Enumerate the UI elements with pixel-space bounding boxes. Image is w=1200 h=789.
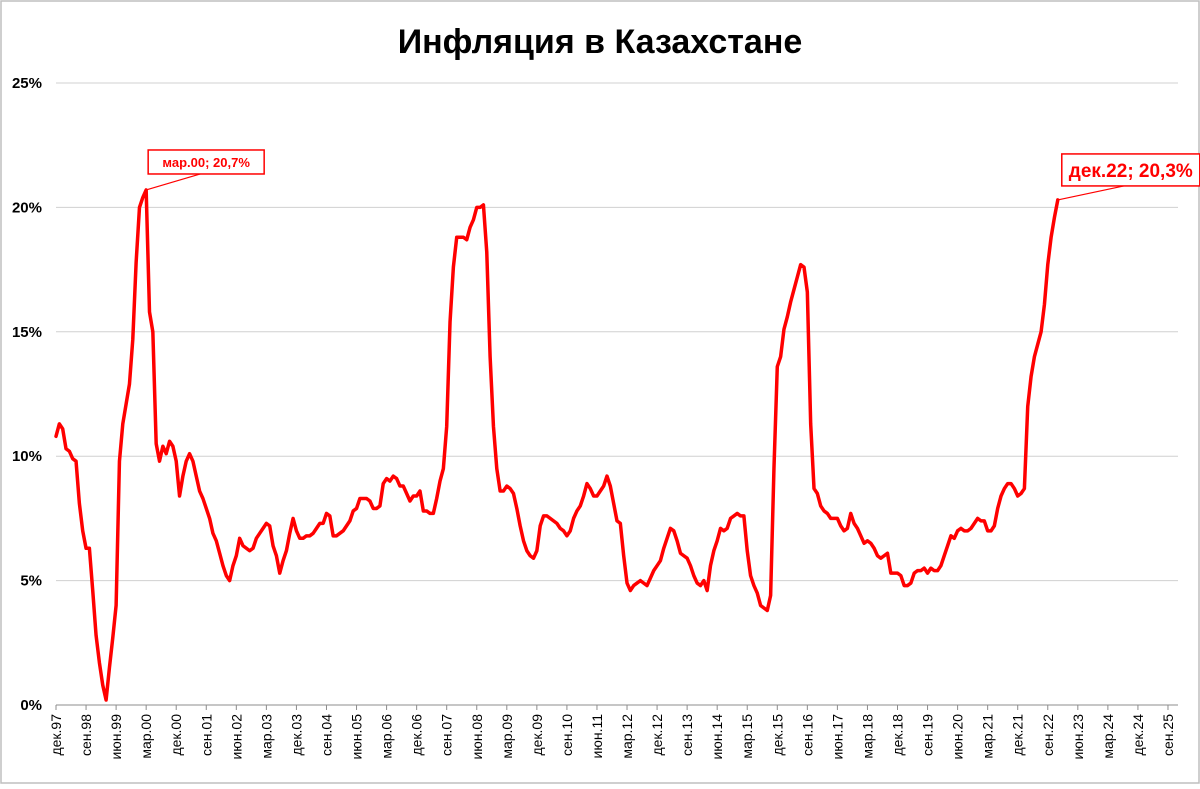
- y-tick-label: 0%: [20, 697, 42, 714]
- y-tick-label: 25%: [12, 75, 42, 92]
- inflation-series-line: [54, 188, 1060, 702]
- data-callout: дек.22; 20,3%: [1057, 153, 1200, 201]
- x-tick-label: дек.00: [168, 714, 184, 756]
- x-axis-ticks: дек.97 сен.98 июн.99 мар.00 дек.00 сен.01 июн.…: [48, 705, 1176, 760]
- x-tick-label: мар.21: [980, 714, 996, 759]
- x-tick-label: дек.18: [890, 714, 906, 756]
- x-tick-label: сен.19: [920, 714, 936, 756]
- callout-label: дек.22; 20,3%: [1069, 161, 1193, 182]
- x-tick-label: дек.06: [409, 714, 425, 756]
- x-tick-label: сен.98: [78, 714, 94, 756]
- x-tick-label: дек.97: [48, 714, 64, 756]
- y-axis-ticks: 0% 5% 10% 15% 20% 25%: [12, 75, 42, 714]
- x-tick-label: сен.22: [1040, 714, 1056, 756]
- gridlines: [56, 82, 1178, 582]
- x-tick-label: июн.11: [589, 714, 605, 759]
- y-tick-label: 10%: [12, 448, 42, 465]
- x-tick-label: мар.00: [138, 714, 154, 759]
- x-tick-label: дек.12: [649, 714, 665, 756]
- x-tick-label: мар.06: [379, 714, 395, 759]
- x-tick-label: июн.17: [829, 714, 845, 760]
- callout-box: [147, 149, 265, 175]
- callout-leader-line: [145, 173, 201, 191]
- x-tick-label: сен.16: [799, 714, 815, 756]
- x-tick-label: дек.15: [769, 714, 785, 756]
- x-tick-label: сен.25: [1160, 714, 1176, 756]
- data-callout: мар.00; 20,7%: [145, 149, 265, 191]
- x-tick-label: июн.20: [950, 714, 966, 760]
- x-tick-label: июн.14: [709, 714, 725, 760]
- x-tick-label: июн.99: [108, 714, 124, 760]
- x-tick-label: дек.24: [1130, 714, 1146, 756]
- x-tick-label: мар.09: [499, 714, 515, 759]
- x-tick-label: сен.10: [559, 714, 575, 756]
- x-tick-label: дек.03: [288, 714, 304, 756]
- y-tick-label: 20%: [12, 199, 42, 216]
- x-tick-label: июн.23: [1070, 714, 1086, 760]
- annotations: мар.00; 20,7% дек.22; 20,3%: [145, 149, 1200, 201]
- chart-title: Инфляция в Казахстане: [398, 23, 803, 61]
- x-tick-label: июн.08: [469, 714, 485, 760]
- callout-box: [1061, 153, 1200, 187]
- y-tick-label: 5%: [20, 573, 42, 590]
- x-tick-label: сен.01: [198, 714, 214, 756]
- y-tick-label: 15%: [12, 324, 42, 341]
- x-tick-label: мар.24: [1100, 714, 1116, 759]
- callout-label: мар.00; 20,7%: [162, 155, 250, 170]
- x-tick-label: мар.18: [859, 714, 875, 759]
- x-tick-label: июн.05: [349, 714, 365, 760]
- x-tick-label: сен.07: [439, 714, 455, 756]
- x-tick-label: сен.04: [318, 714, 334, 756]
- x-tick-label: сен.13: [679, 714, 695, 756]
- x-tick-label: дек.21: [1010, 714, 1026, 756]
- x-tick-label: дек.09: [529, 714, 545, 756]
- x-tick-label: мар.12: [619, 714, 635, 759]
- x-tick-label: мар.15: [739, 714, 755, 759]
- x-tick-label: мар.03: [258, 714, 274, 759]
- x-tick-label: июн.02: [228, 714, 244, 760]
- callout-leader-line: [1057, 185, 1125, 201]
